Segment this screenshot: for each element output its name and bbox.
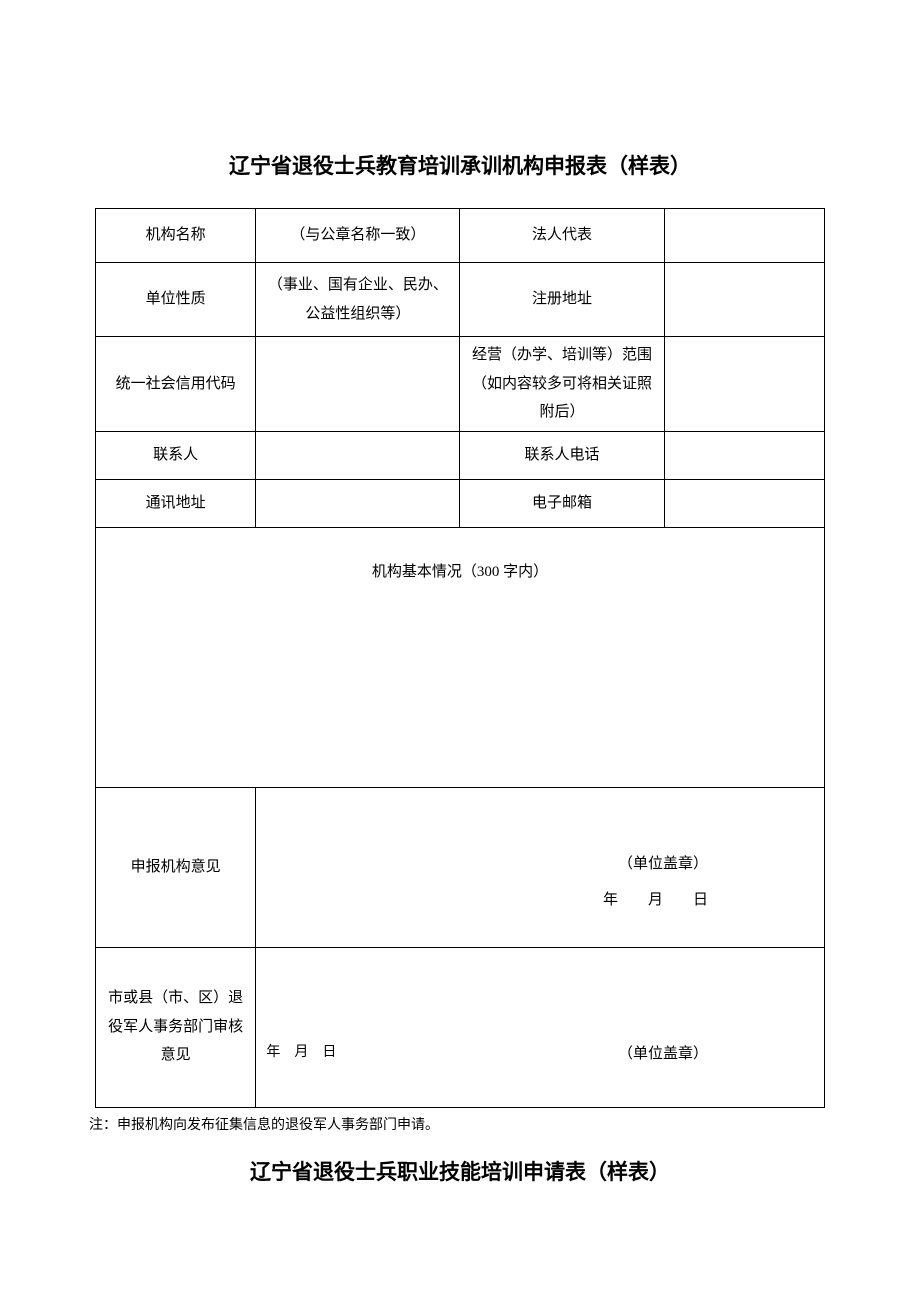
application-table: 机构名称 （与公章名称一致） 法人代表 单位性质 （事业、国有企业、民办、公益性… [95, 208, 825, 1108]
value-reg-address [664, 263, 824, 337]
value-mail-address [256, 479, 460, 527]
value-dept-opinion: （单位盖章） 年月日 [256, 947, 825, 1107]
date-line-1: 年 月 日 [262, 882, 708, 918]
hint-unit-nature: （事业、国有企业、民办、公益性组织等） [256, 263, 460, 337]
label-contact-phone: 联系人电话 [460, 431, 664, 479]
label-email: 电子邮箱 [460, 479, 664, 527]
seal-text-1: （单位盖章） [262, 846, 708, 882]
label-org-name: 机构名称 [96, 209, 256, 263]
footer-note: 注：申报机构向发布征集信息的退役军人事务部门申请。 [89, 1114, 825, 1134]
page-title: 辽宁省退役士兵教育培训承训机构申报表（样表） [95, 150, 825, 180]
label-legal-rep: 法人代表 [460, 209, 664, 263]
value-contact [256, 431, 460, 479]
label-mail-address: 通讯地址 [96, 479, 256, 527]
label-applicant-opinion: 申报机构意见 [96, 787, 256, 947]
value-credit-code [256, 337, 460, 432]
value-business-scope [664, 337, 824, 432]
label-dept-opinion: 市或县（市、区）退役军人事务部门审核意见 [96, 947, 256, 1107]
hint-org-name: （与公章名称一致） [256, 209, 460, 263]
value-email [664, 479, 824, 527]
label-unit-nature: 单位性质 [96, 263, 256, 337]
label-business-scope: 经营（办学、培训等）范围（如内容较多可将相关证照附后） [460, 337, 664, 432]
value-contact-phone [664, 431, 824, 479]
page-title-2: 辽宁省退役士兵职业技能培训申请表（样表） [95, 1156, 825, 1186]
label-credit-code: 统一社会信用代码 [96, 337, 256, 432]
label-reg-address: 注册地址 [460, 263, 664, 337]
date-line-2: 年月日 [266, 1040, 350, 1067]
label-basic-info: 机构基本情况（300 字内） [96, 527, 825, 787]
value-legal-rep [664, 209, 824, 263]
label-contact: 联系人 [96, 431, 256, 479]
value-applicant-opinion: （单位盖章） 年 月 日 [256, 787, 825, 947]
